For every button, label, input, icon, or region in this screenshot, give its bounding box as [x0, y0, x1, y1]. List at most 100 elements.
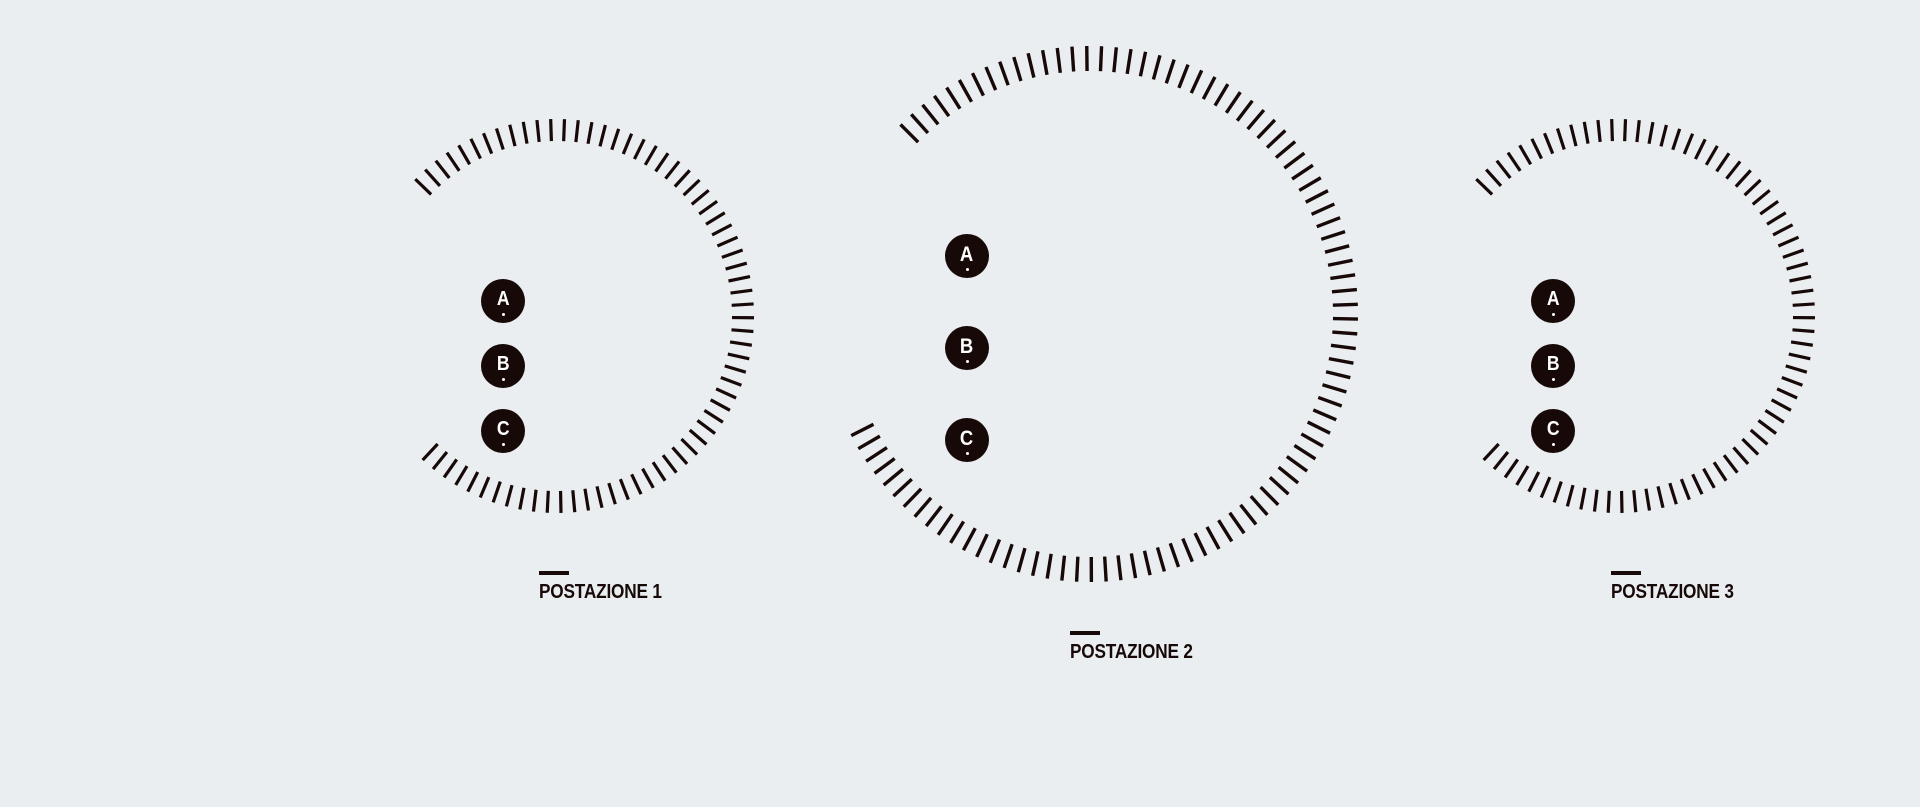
- station-3-button-c-label: C: [1546, 418, 1560, 440]
- station-2-dial-tick: [1298, 176, 1322, 192]
- station-1-button-a[interactable]: A: [481, 279, 525, 323]
- station-1-dial-tick: [442, 458, 459, 479]
- station-1-dial-tick: [671, 446, 689, 466]
- station-2-dial-tick: [1112, 47, 1119, 73]
- station-3-button-b-label: B: [1546, 353, 1560, 375]
- station-3-dial-tick: [1704, 145, 1719, 166]
- station-1-label-text: POSTAZIONE 1: [539, 581, 662, 603]
- station-3-dial-tick: [1757, 419, 1778, 435]
- station-3-dial-tick: [1764, 409, 1785, 424]
- station-1-dial-tick: [651, 461, 667, 482]
- station-1-dial-tick: [716, 235, 739, 248]
- station-3-button-c[interactable]: C: [1531, 409, 1575, 453]
- station-2-dial-tick: [1060, 555, 1067, 581]
- station-3-dial-tick: [1788, 352, 1811, 361]
- station-3-button-a[interactable]: A: [1531, 279, 1575, 323]
- station-2-dial-tick: [1102, 556, 1108, 582]
- station-3-dial-tick: [1781, 376, 1803, 387]
- station-2-dial-tick: [945, 86, 962, 110]
- station-1-dial-tick: [721, 248, 744, 259]
- station-2-dial-tick: [1256, 118, 1277, 140]
- station-1-dial-tick: [491, 481, 502, 503]
- station-1-dial-tick: [680, 437, 699, 456]
- station-2-button-b-label: B: [960, 334, 974, 358]
- station-1-dial-tick: [643, 145, 658, 166]
- station-2-dial-tick: [1300, 432, 1324, 448]
- station-2-dial-tick: [1098, 46, 1104, 72]
- station-2-dial-tick: [1074, 556, 1080, 582]
- station-1-dial-tick: [586, 121, 594, 145]
- station-1-dial-tick: [457, 144, 472, 166]
- station-3-button-b[interactable]: B: [1531, 344, 1575, 388]
- station-3-button-a-label: A: [1546, 288, 1560, 310]
- station-2-dial-tick: [924, 505, 943, 528]
- station-3-dial-tick: [1715, 152, 1731, 173]
- station-2-dial-tick: [899, 123, 920, 144]
- station-1-dial-tick: [688, 428, 708, 446]
- station-1-dial-tick: [521, 121, 529, 144]
- station-3-dial-tick: [1766, 211, 1787, 226]
- station-2-dial-tick: [1324, 244, 1350, 254]
- station-1-dial-tick: [421, 442, 439, 462]
- station-3-dial-tick: [1772, 223, 1794, 237]
- station-1-dial-tick: [641, 467, 655, 489]
- station-2-dial-tick: [1332, 302, 1358, 307]
- station-3-button-c-dot: [1551, 443, 1555, 446]
- station-1-dial-tick: [574, 119, 580, 143]
- station-1-dial-tick: [715, 387, 737, 400]
- station-1-dial-tick: [661, 454, 678, 474]
- station-2-button-a[interactable]: A: [945, 234, 989, 278]
- station-3-dial-tick: [1579, 487, 1587, 510]
- station-2-button-b[interactable]: B: [945, 326, 989, 370]
- station-2-dial-tick: [1246, 108, 1266, 131]
- station-1-dial-tick: [424, 168, 442, 187]
- station-3-dial-tick: [1503, 458, 1520, 479]
- station-3-dial-tick: [1565, 484, 1575, 507]
- station-3-dial-tick: [1751, 189, 1771, 206]
- station-2-dial-tick: [1026, 52, 1036, 78]
- station-2-dial-tick: [1201, 76, 1217, 100]
- station-3-dial-tick: [1792, 302, 1815, 307]
- station-2-dial-tick: [882, 467, 905, 487]
- station-2-label-bar: [1070, 631, 1100, 635]
- station-2-dial-tick: [1129, 553, 1138, 579]
- station-2-dial-tick: [1312, 408, 1337, 422]
- station-3-dial-tick: [1644, 488, 1652, 511]
- station-1-dial-tick: [664, 160, 681, 180]
- station-2-dial-tick: [961, 527, 977, 552]
- station-1-button-c-label: C: [496, 418, 510, 440]
- station-3-dial-tick: [1749, 428, 1769, 446]
- station-1-dial-tick: [729, 340, 753, 347]
- station-1-button-b[interactable]: B: [481, 344, 525, 388]
- station-2-dial-tick: [1002, 543, 1014, 569]
- station-2-dial-tick: [1235, 99, 1254, 122]
- station-1-dial-tick: [504, 484, 514, 507]
- station-3-dial-tick: [1527, 471, 1541, 493]
- station-3-dial-tick: [1694, 138, 1707, 160]
- station-2-button-a-label: A: [960, 242, 974, 266]
- station-2-dial-tick: [1125, 48, 1133, 75]
- station-1-dial-tick: [698, 199, 719, 216]
- station-2-button-a-dot: [965, 268, 969, 271]
- station-2-dial-tick: [936, 513, 954, 536]
- station-1-dial-tick: [731, 302, 754, 307]
- station-3-dial-tick: [1691, 473, 1704, 495]
- station-2-dial-tick: [957, 79, 974, 103]
- station-2-dial-tick: [873, 457, 896, 475]
- station-1-button-c[interactable]: C: [481, 409, 525, 453]
- station-3-dial-tick: [1741, 437, 1760, 456]
- station-3-dial-tick: [1485, 168, 1503, 187]
- station-2-dial-tick: [1189, 69, 1204, 94]
- station-3-dial-tick: [1777, 235, 1800, 248]
- station-1-button-b-dot: [501, 378, 505, 381]
- station-2-label: POSTAZIONE 2: [1070, 631, 1213, 664]
- station-2-dial-tick: [1274, 140, 1297, 159]
- station-2-button-c[interactable]: C: [945, 418, 989, 462]
- station-3-button-a-dot: [1551, 313, 1555, 316]
- station-3-dial-tick: [1789, 275, 1812, 283]
- station-2-dial-tick: [1330, 273, 1356, 281]
- station-3-dial-tick: [1495, 159, 1512, 180]
- station-3-dial-tick: [1712, 461, 1728, 482]
- station-3-dial-tick: [1732, 446, 1750, 466]
